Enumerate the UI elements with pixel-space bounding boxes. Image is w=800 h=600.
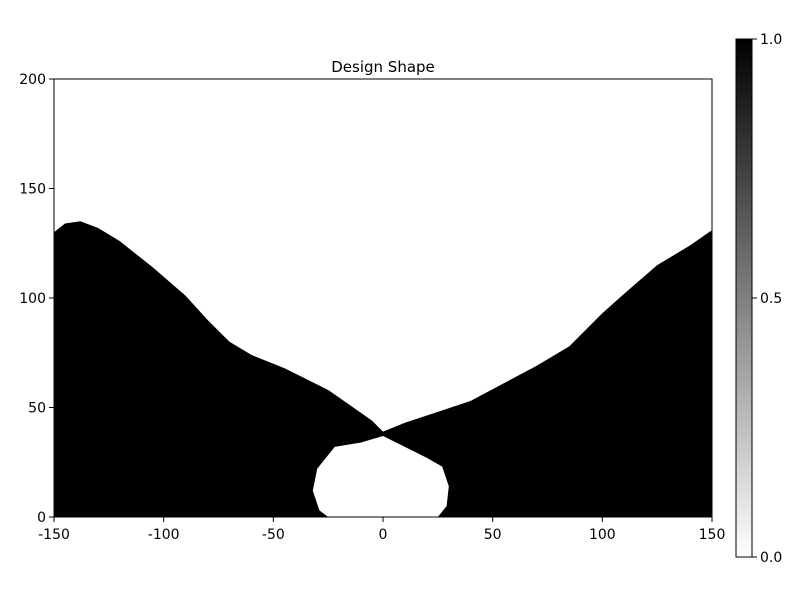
y-tick-label: 100 — [19, 291, 46, 307]
x-tick-label: -150 — [38, 527, 70, 543]
y-tick-label: 150 — [19, 182, 46, 198]
x-tick-label: 150 — [699, 527, 726, 543]
x-axis: -150 -100 -50 0 50 100 150 — [38, 517, 725, 543]
void-hole — [312, 436, 449, 517]
solid-region — [54, 221, 712, 518]
colorbar-tick-label: 0.0 — [760, 550, 782, 566]
y-axis: 0 50 100 150 200 — [19, 72, 54, 526]
colorbar-tick-label: 1.0 — [760, 32, 782, 48]
heatmap-area — [54, 221, 712, 518]
x-tick-label: 50 — [484, 527, 502, 543]
chart-title: Design Shape — [331, 58, 435, 76]
y-tick-label: 50 — [28, 401, 46, 417]
colorbar-tick-label: 0.5 — [760, 291, 782, 307]
y-tick-label: 200 — [19, 72, 46, 88]
x-tick-label: -50 — [262, 527, 285, 543]
x-tick-label: 100 — [589, 527, 616, 543]
colorbar-gradient — [735, 38, 753, 558]
y-tick-label: 0 — [37, 510, 46, 526]
x-tick-label: 0 — [379, 527, 388, 543]
colorbar: 0.0 0.5 1.0 — [735, 32, 782, 566]
x-tick-label: -100 — [148, 527, 180, 543]
